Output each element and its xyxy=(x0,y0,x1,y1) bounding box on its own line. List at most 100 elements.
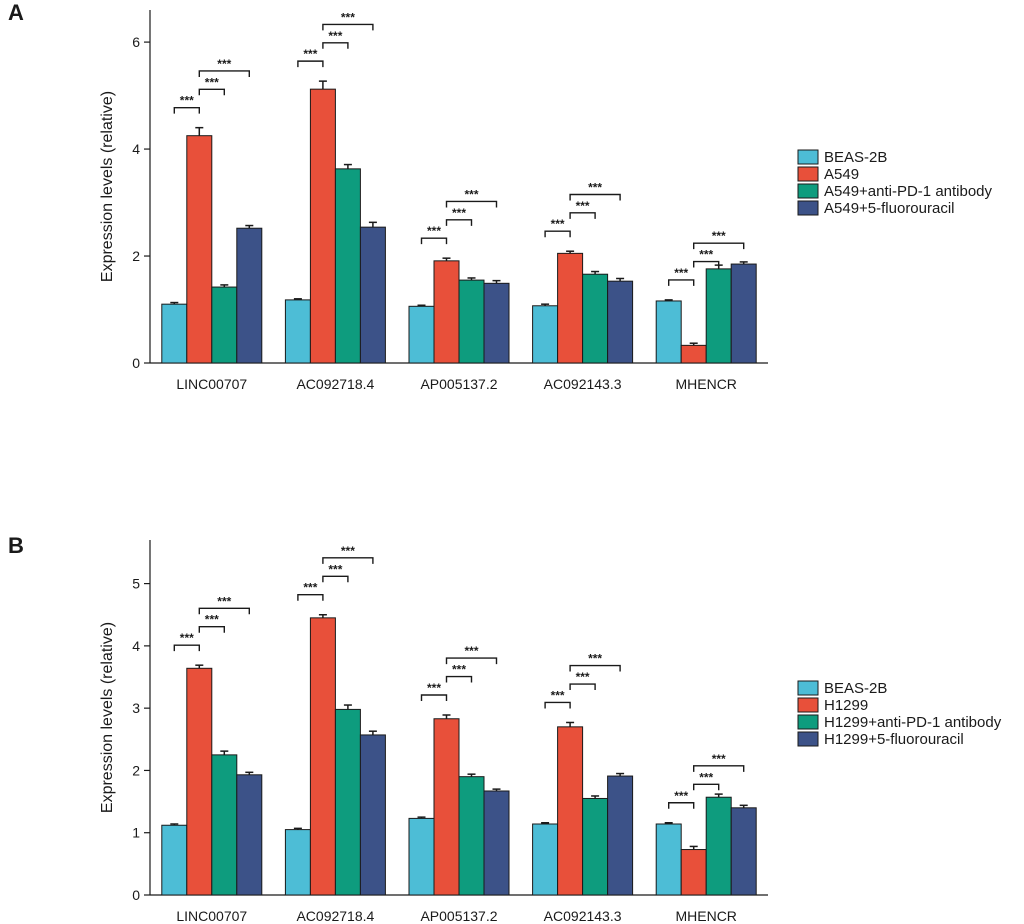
significance-bracket xyxy=(693,242,745,250)
bar-3 xyxy=(458,776,485,896)
bar-1 xyxy=(161,303,188,364)
y-tick-label: 0 xyxy=(132,887,140,903)
bar-3 xyxy=(334,708,361,896)
significance-bracket xyxy=(569,664,621,672)
significance-label: *** xyxy=(303,47,317,61)
bar-2 xyxy=(433,718,460,896)
significance-bracket xyxy=(668,802,695,809)
bar-4 xyxy=(359,226,386,364)
bar-2 xyxy=(186,135,213,364)
y-axis-label: Expression levels (relative) xyxy=(99,91,116,282)
bar-4 xyxy=(236,227,263,364)
bar-4 xyxy=(730,263,757,364)
bar-1 xyxy=(408,817,435,896)
bar-2 xyxy=(557,726,584,896)
bar-1 xyxy=(284,829,311,896)
significance-label: *** xyxy=(180,94,194,108)
significance-bracket xyxy=(693,765,745,772)
significance-label: *** xyxy=(464,187,478,201)
significance-label: *** xyxy=(341,10,355,24)
bar-4 xyxy=(483,282,510,364)
significance-bracket xyxy=(544,230,571,238)
bar-2 xyxy=(186,667,213,896)
significance-label: *** xyxy=(576,199,590,213)
bar-1 xyxy=(655,823,682,896)
legend-entry: H1299 xyxy=(824,697,868,714)
legend-swatch-4 xyxy=(797,731,819,747)
y-axis-label: Expression levels (relative) xyxy=(99,622,116,813)
significance-label: *** xyxy=(464,644,478,658)
significance-label: *** xyxy=(452,663,466,677)
x-category-label: MHENCR xyxy=(675,908,736,924)
bar-4 xyxy=(483,790,510,896)
significance-label: *** xyxy=(674,266,688,280)
bar-3 xyxy=(211,286,238,364)
significance-bracket xyxy=(693,783,720,791)
significance-bracket xyxy=(198,70,250,77)
bar-2 xyxy=(557,252,584,364)
bar-4 xyxy=(607,280,634,364)
significance-label: *** xyxy=(674,789,688,803)
bar-1 xyxy=(284,299,311,364)
x-category-label: AC092143.3 xyxy=(544,908,622,924)
significance-label: *** xyxy=(328,29,342,43)
significance-label: *** xyxy=(588,652,602,666)
x-category-label: AC092718.4 xyxy=(296,376,374,392)
y-tick-label: 0 xyxy=(132,355,140,371)
significance-label: *** xyxy=(328,562,342,576)
significance-bracket xyxy=(544,701,571,709)
legend-entry: BEAS-2B xyxy=(824,680,887,697)
y-tick-label: 2 xyxy=(132,248,140,264)
significance-label: *** xyxy=(205,75,219,89)
legend-swatch-1 xyxy=(797,149,819,165)
bar-3 xyxy=(705,796,732,896)
y-tick-label: 3 xyxy=(132,700,140,716)
significance-bracket xyxy=(693,260,720,268)
significance-label: *** xyxy=(205,613,219,627)
legend-swatch-2 xyxy=(797,697,819,713)
y-tick-label: 2 xyxy=(132,762,140,778)
bar-3 xyxy=(582,273,609,364)
significance-label: *** xyxy=(576,670,590,684)
bar-2 xyxy=(433,260,460,364)
significance-bracket xyxy=(297,60,324,68)
significance-bracket xyxy=(445,200,498,208)
bar-3 xyxy=(334,168,361,364)
significance-bracket xyxy=(569,193,621,201)
x-category-label: AC092718.4 xyxy=(296,908,374,924)
significance-label: *** xyxy=(551,217,565,231)
panel-label: B xyxy=(8,533,24,558)
significance-label: *** xyxy=(217,594,231,608)
bar-1 xyxy=(408,305,435,364)
bar-3 xyxy=(458,279,485,364)
significance-bracket xyxy=(445,675,473,683)
significance-bracket xyxy=(322,575,349,583)
significance-label: *** xyxy=(427,224,441,238)
bar-1 xyxy=(532,305,559,364)
bar-3 xyxy=(705,268,732,364)
significance-label: *** xyxy=(341,544,355,558)
significance-bracket xyxy=(198,626,225,633)
significance-bracket xyxy=(569,683,596,691)
y-tick-label: 5 xyxy=(132,576,140,592)
significance-bracket xyxy=(569,212,596,219)
legend-swatch-1 xyxy=(797,680,819,696)
bar-3 xyxy=(211,754,238,896)
legend-entry: H1299+anti-PD-1 antibody xyxy=(824,714,1002,731)
bar-1 xyxy=(655,300,682,364)
bar-2 xyxy=(680,344,707,364)
significance-label: *** xyxy=(551,688,565,702)
significance-bracket xyxy=(297,594,324,601)
significance-bracket xyxy=(668,279,695,286)
legend-entry: A549+5-fluorouracil xyxy=(824,200,955,217)
legend-swatch-4 xyxy=(797,200,819,216)
bar-2 xyxy=(309,617,336,896)
significance-bracket xyxy=(322,23,374,31)
bar-1 xyxy=(532,823,559,896)
bar-3 xyxy=(582,797,609,896)
bar-1 xyxy=(161,824,188,896)
y-tick-label: 4 xyxy=(132,638,140,654)
bar-4 xyxy=(359,734,386,896)
significance-label: *** xyxy=(699,248,713,262)
